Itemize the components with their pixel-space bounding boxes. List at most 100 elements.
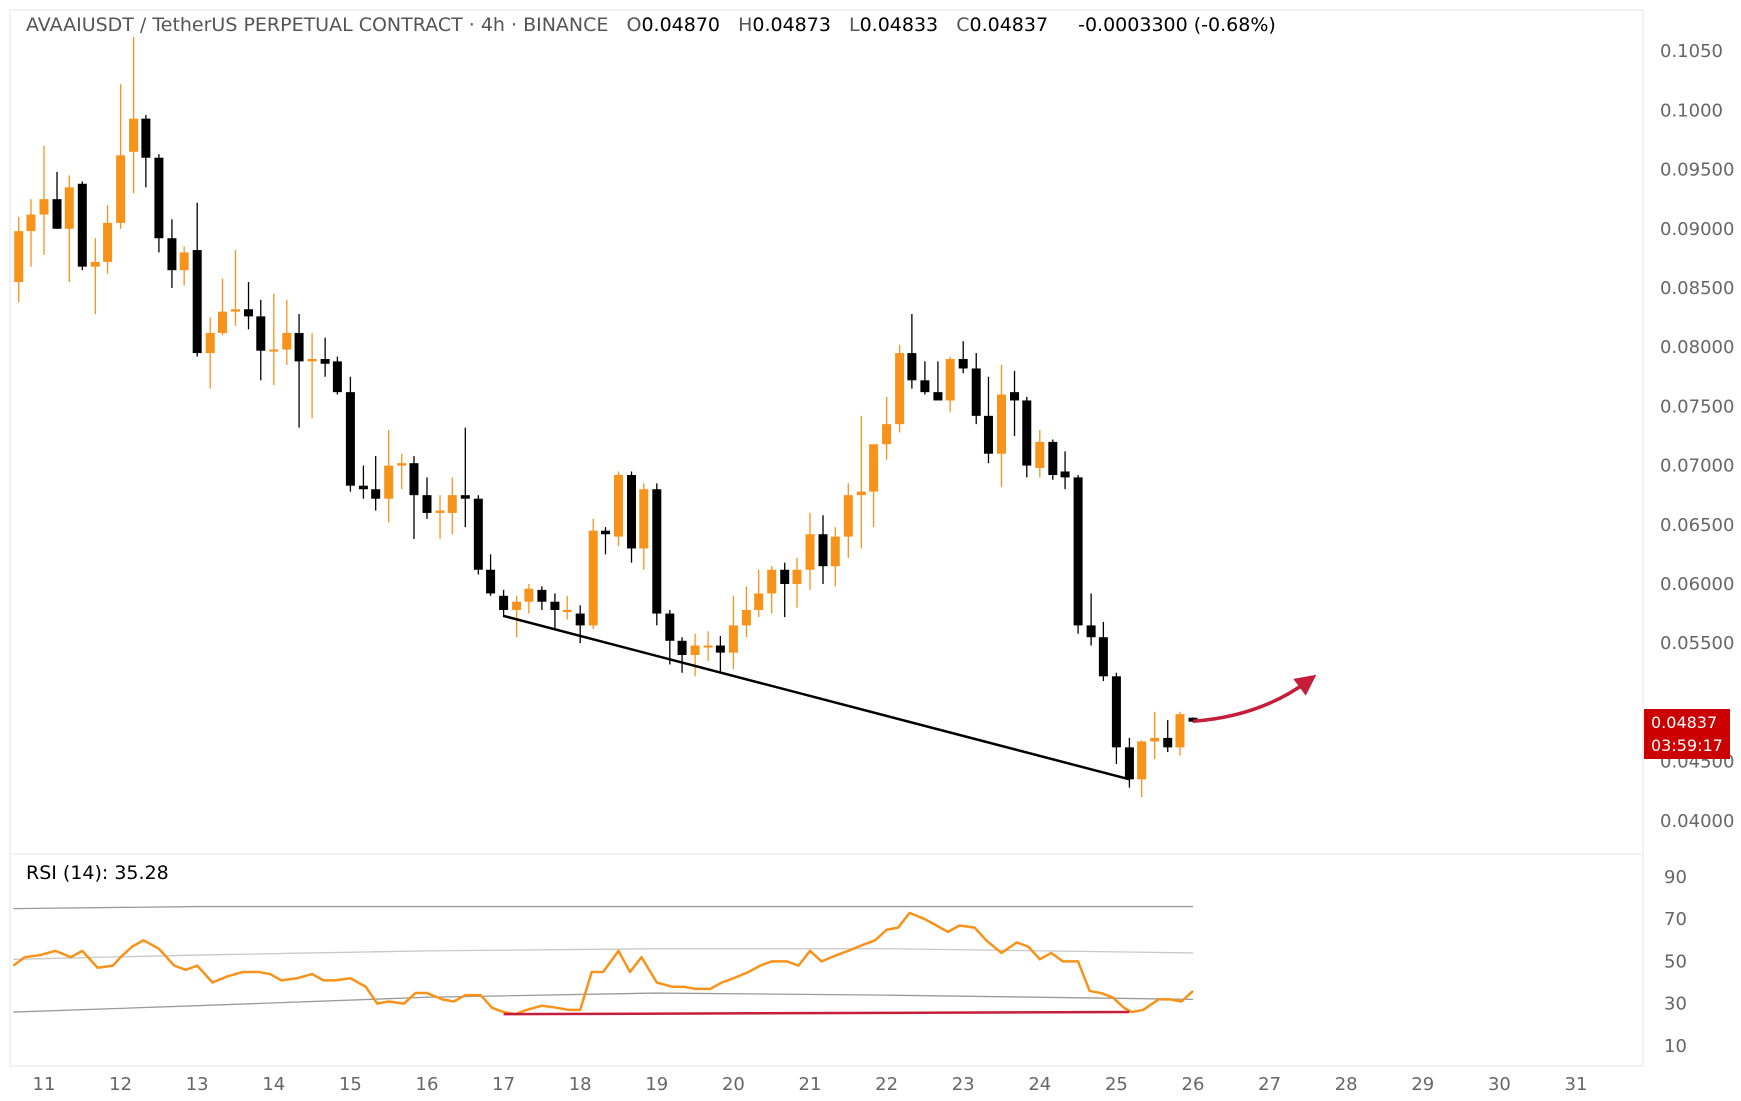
candle-body: [715, 645, 725, 653]
candle: [665, 610, 675, 665]
rsi-divergence-line: [503, 1010, 1130, 1016]
rsi-legend[interactable]: RSI (14): 35.28: [26, 862, 169, 884]
candle: [103, 205, 113, 274]
candle-body: [1048, 441, 1058, 476]
candle: [983, 376, 993, 464]
symbol-title[interactable]: AVAAIUSDT / TetherUS PERPETUAL CONTRACT …: [26, 14, 609, 36]
candle-body: [90, 261, 100, 267]
rsi-tick-label: 90: [1664, 867, 1687, 888]
candle-body: [754, 593, 764, 611]
price-axis[interactable]: 0.1050 0.1000 0.09500 0.09000 0.08500 0.08000…: [1660, 41, 1734, 832]
candle-body: [256, 316, 266, 351]
candle: [473, 495, 483, 575]
bar-countdown: 03:59:17: [1651, 736, 1723, 755]
candle-body: [422, 495, 432, 513]
bullish-arrow: [1192, 674, 1317, 724]
rsi-tick-label: 50: [1664, 951, 1687, 972]
candle: [1098, 621, 1108, 682]
candle-body: [244, 309, 254, 317]
candle: [141, 115, 151, 188]
candle: [703, 631, 713, 661]
time-tick-label: 12: [109, 1074, 132, 1095]
candle-body: [600, 530, 610, 535]
candle-body: [805, 534, 815, 570]
time-tick-label: 21: [799, 1074, 822, 1095]
candle: [1073, 475, 1083, 634]
candle-body: [217, 311, 227, 333]
candle: [1111, 672, 1121, 764]
candle-body: [205, 332, 215, 354]
candle: [550, 593, 560, 629]
candle-body: [997, 394, 1006, 454]
last-price-badge: 0.04837 03:59:17: [1644, 709, 1730, 759]
candle: [307, 332, 317, 419]
time-tick-label: 22: [875, 1074, 898, 1095]
candle-body: [192, 250, 202, 354]
candle-body: [550, 601, 560, 611]
candle-body: [537, 589, 547, 602]
time-tick-label: 25: [1105, 1074, 1128, 1095]
candle: [345, 376, 355, 492]
candle-body: [167, 238, 177, 271]
candle-body: [524, 588, 534, 602]
candle: [90, 238, 100, 315]
rsi-line: [12, 911, 1194, 1016]
candle: [179, 246, 189, 286]
time-tick-label: 30: [1488, 1074, 1511, 1095]
candle: [116, 84, 126, 229]
candle: [715, 636, 725, 673]
rsi-pane[interactable]: [9, 853, 1644, 1067]
candle: [856, 415, 866, 549]
candle-body: [983, 415, 993, 454]
candle-body: [1150, 737, 1160, 742]
price-tick-label: 0.08000: [1660, 337, 1734, 358]
candle-body: [920, 380, 930, 393]
candle: [588, 518, 598, 629]
candle: [1010, 370, 1020, 436]
candle-body: [639, 489, 649, 549]
candle-body: [39, 199, 49, 215]
candlesticks: [14, 36, 1198, 798]
candle-body: [116, 155, 126, 223]
time-tick-label: 17: [492, 1074, 515, 1095]
change-value: -0.0003300 (-0.68%): [1078, 14, 1276, 36]
candle: [486, 554, 496, 596]
candle: [728, 595, 738, 670]
rsi-tick-label: 70: [1664, 909, 1687, 930]
price-trendline: [503, 614, 1130, 781]
candle-body: [945, 359, 955, 401]
rsi-axis[interactable]: 90 70 50 30 10: [1664, 867, 1687, 1057]
candle: [869, 444, 879, 528]
candle-body: [958, 359, 968, 369]
candle: [1137, 740, 1147, 798]
candle: [332, 356, 342, 395]
candle-body: [882, 424, 892, 445]
candle-body: [282, 332, 292, 350]
candle: [1175, 711, 1185, 756]
rsi-band-line: [13, 992, 1194, 1013]
candle: [830, 527, 840, 587]
candle-body: [460, 495, 470, 499]
candle-body: [486, 569, 496, 594]
candle-body: [1111, 676, 1121, 748]
price-tick-label: 0.1050: [1660, 41, 1723, 62]
candle: [524, 583, 534, 614]
candle-body: [397, 463, 407, 466]
price-tick-label: 0.06500: [1660, 515, 1734, 536]
time-tick-label: 14: [262, 1074, 285, 1095]
candle: [767, 566, 777, 614]
candle-body: [231, 309, 240, 312]
candle: [1124, 737, 1134, 788]
candle: [512, 595, 522, 638]
time-axis[interactable]: 11 12 13 14 15 16 17 18 19 20 21 22 23 24 25 26 27 28 29 30…: [33, 1074, 1588, 1095]
candle: [627, 471, 637, 563]
candle-body: [409, 463, 419, 496]
open-value: 0.04870: [641, 14, 721, 36]
candle-body: [1060, 471, 1070, 478]
candle: [741, 586, 751, 638]
price-pane[interactable]: [9, 9, 1644, 855]
candle-body: [741, 610, 751, 626]
candle-body: [435, 510, 445, 513]
candle-body: [971, 368, 981, 416]
